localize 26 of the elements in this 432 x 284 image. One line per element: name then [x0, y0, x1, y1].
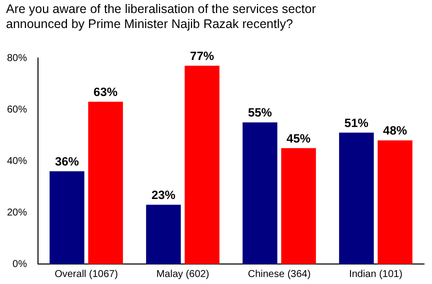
x-tick-label: Chinese (364) [248, 268, 311, 280]
bar [339, 132, 374, 264]
data-label: 36% [54, 154, 80, 169]
x-tick-label: Malay (602) [156, 268, 210, 280]
y-tick-label: 60% [7, 104, 28, 116]
x-tick-label: Indian (101) [349, 268, 402, 280]
bar [50, 171, 84, 264]
data-label: 51% [344, 116, 369, 130]
data-label: 48% [383, 124, 408, 138]
data-label: 45% [286, 131, 311, 146]
data-label: 77% [190, 49, 214, 64]
y-tick-label: 20% [7, 207, 28, 218]
bar [378, 140, 412, 264]
chart-title: Are you aware of the liberalisation of the services sector announced by Prime Minister Najib Razak recently? [6, 2, 317, 32]
data-label: 63% [94, 85, 118, 100]
bar [242, 122, 278, 264]
bar [88, 102, 123, 264]
y-tick-label: 80% [7, 52, 28, 64]
bar [146, 204, 181, 264]
x-tick-label: Overall (1067) [54, 268, 118, 280]
y-tick-label: 0% [12, 258, 28, 270]
bar [184, 66, 220, 264]
data-label: 23% [151, 188, 176, 202]
bar [281, 148, 316, 264]
y-tick-label: 40% [7, 156, 28, 167]
data-label: 55% [248, 106, 272, 120]
